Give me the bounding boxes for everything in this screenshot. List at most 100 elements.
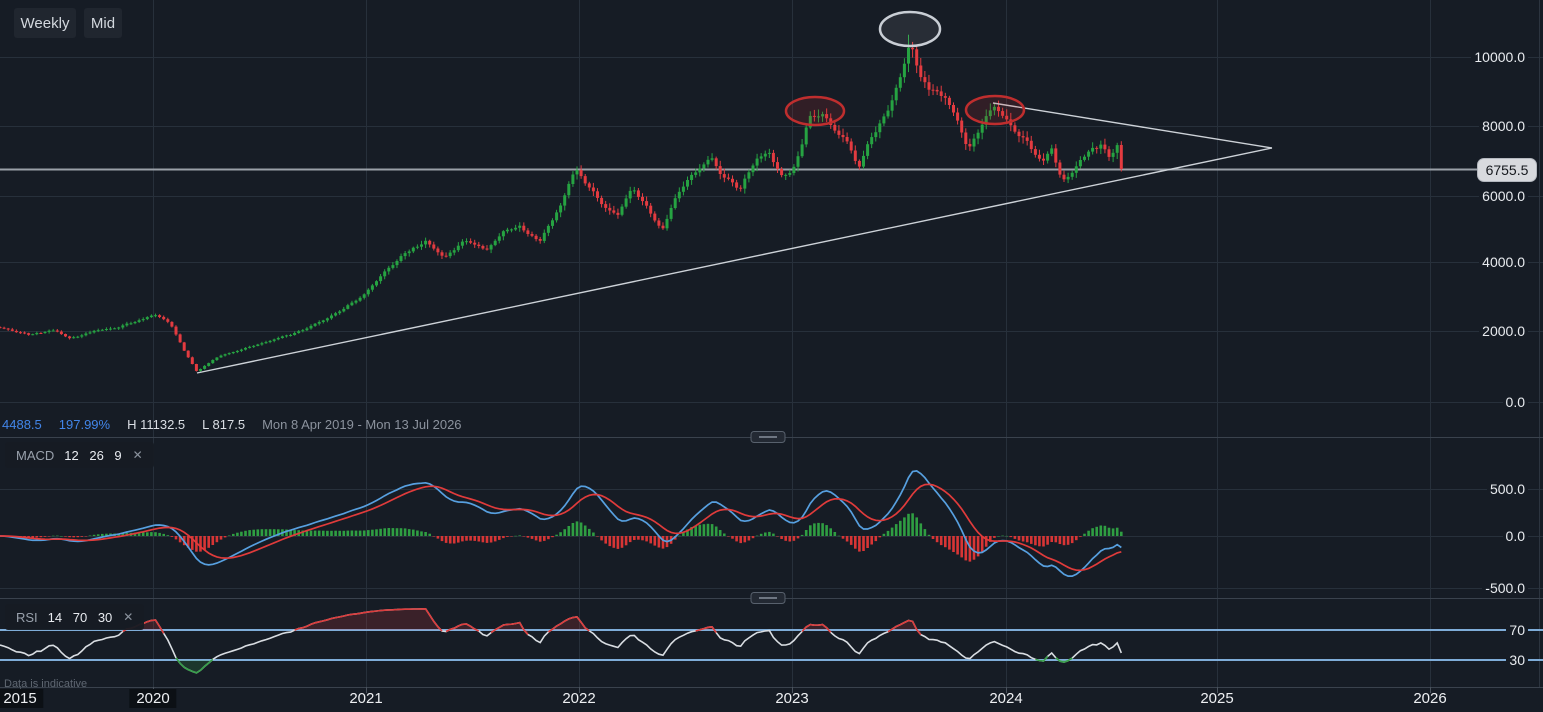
candle-body	[317, 322, 321, 324]
macd-histogram-bar	[68, 536, 71, 538]
candle-body	[375, 281, 378, 286]
candle-body	[555, 212, 559, 221]
candle	[354, 299, 358, 305]
rsi-panel[interactable]	[0, 607, 1123, 674]
candle-body	[239, 349, 243, 351]
macd-histogram-bar	[727, 536, 730, 537]
year-axis-label: 2024	[989, 690, 1023, 707]
candle	[39, 332, 43, 334]
candle	[505, 227, 509, 234]
macd-panel[interactable]	[0, 470, 1123, 577]
macd-histogram-bar	[309, 530, 313, 536]
candle	[456, 242, 460, 253]
candle-body	[997, 106, 1000, 112]
candle	[1107, 146, 1111, 161]
candle	[698, 164, 702, 177]
candle	[939, 85, 943, 102]
candle-body	[285, 335, 288, 337]
candle	[677, 187, 681, 203]
candle	[726, 173, 730, 181]
candle	[1013, 122, 1017, 134]
macd-histogram-bar	[428, 533, 431, 536]
macd-histogram-bar	[747, 536, 751, 541]
rsi-close-icon[interactable]: ✕	[123, 610, 134, 624]
macd-histogram-bar	[583, 525, 587, 536]
candle	[194, 363, 198, 372]
candle	[432, 241, 436, 251]
candle	[808, 111, 812, 130]
candle	[239, 348, 243, 353]
candle	[665, 214, 669, 231]
candle	[1050, 144, 1054, 157]
candle-body	[841, 135, 845, 138]
candle-body	[1095, 147, 1099, 149]
candle	[632, 186, 636, 194]
candle	[407, 249, 411, 257]
candle	[125, 321, 129, 327]
candle-body	[170, 321, 174, 327]
candle-body	[857, 160, 861, 167]
candle	[59, 330, 63, 335]
candle	[661, 222, 665, 230]
candle-body	[297, 331, 301, 333]
candle	[620, 204, 624, 217]
macd-histogram-bar	[759, 533, 763, 536]
year-axis-label: 2015	[0, 689, 44, 708]
candle-body	[477, 244, 481, 246]
candle	[309, 324, 313, 330]
macd-histogram-bar	[944, 536, 947, 548]
macd-histogram-bar	[862, 536, 865, 551]
candle	[882, 113, 886, 127]
macd-close-icon[interactable]: ✕	[132, 448, 143, 462]
candle	[600, 195, 604, 208]
candle	[874, 126, 878, 142]
candle	[43, 331, 47, 334]
candle	[518, 222, 522, 232]
candle-body	[1111, 152, 1115, 157]
macd-histogram-bar	[800, 534, 804, 536]
macd-histogram-bar	[678, 535, 681, 537]
candle-body	[370, 285, 374, 290]
candle-body	[641, 196, 644, 202]
candle-body	[1017, 131, 1021, 137]
candle	[133, 321, 137, 325]
candle	[763, 150, 767, 161]
candle-body	[1066, 176, 1070, 180]
candle	[886, 105, 890, 119]
rsi-line	[0, 607, 1123, 674]
candle	[771, 149, 775, 167]
macd-histogram-bar	[796, 536, 800, 539]
price-panel[interactable]	[0, 10, 1477, 374]
candle-body	[726, 177, 730, 179]
candle-body	[383, 271, 387, 277]
macd-histogram-bar	[174, 536, 178, 540]
macd-histogram-bar	[289, 529, 292, 536]
candle-body	[739, 187, 743, 189]
candle-body	[346, 305, 350, 309]
panel-resize-handle[interactable]	[750, 431, 786, 443]
price-axis-label: 10000.0	[1471, 49, 1528, 65]
macd-histogram-bar	[101, 533, 104, 536]
timeframe-weekly-button[interactable]: Weekly	[14, 8, 76, 38]
candle-body	[645, 201, 649, 206]
macd-histogram-bar	[530, 536, 534, 539]
candle	[907, 34, 910, 73]
candle-body	[456, 245, 460, 251]
candle	[244, 347, 247, 351]
candle	[1001, 107, 1005, 119]
macd-histogram-bar	[620, 536, 624, 548]
candle-body	[902, 63, 906, 78]
panel-resize-handle[interactable]	[750, 592, 786, 604]
candle	[731, 175, 734, 187]
macd-histogram-bar	[596, 536, 599, 537]
candle	[1029, 135, 1033, 153]
candle-body	[624, 198, 628, 207]
rsi-zone-line	[887, 619, 922, 636]
macd-label: MACD	[16, 447, 55, 463]
candle	[837, 125, 841, 139]
candle	[117, 326, 121, 330]
change-percent: 197.99%	[58, 417, 111, 432]
macd-histogram-bar	[923, 529, 927, 536]
instrument-mid-button[interactable]: Mid	[84, 8, 122, 38]
